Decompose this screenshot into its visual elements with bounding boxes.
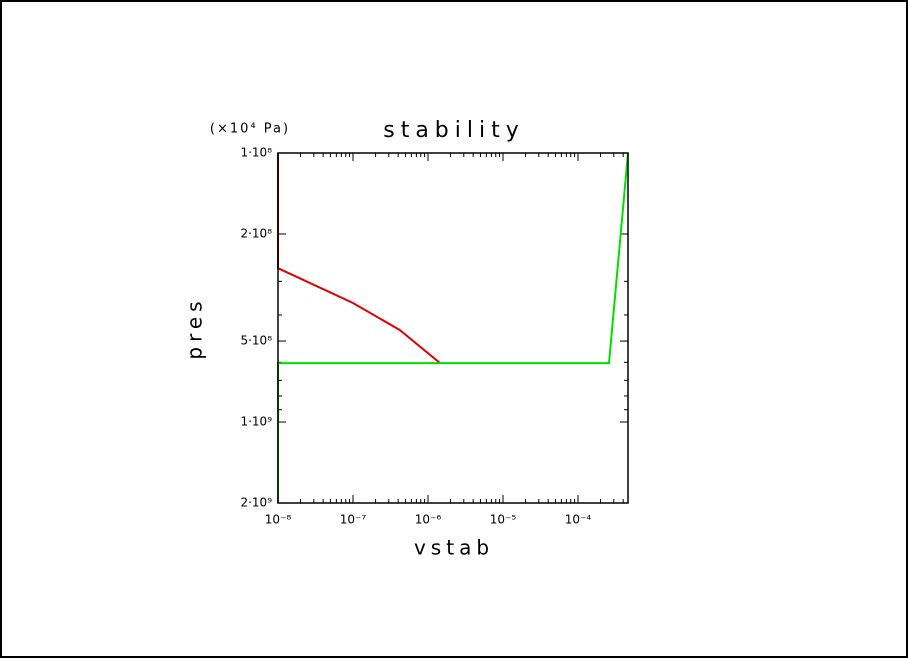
x-tick-label: 10⁻⁵ <box>490 513 517 527</box>
x-tick-label: 10⁻⁷ <box>340 513 367 527</box>
chart-title: stability <box>383 118 525 143</box>
x-tick-label: 10⁻⁶ <box>415 513 442 527</box>
y-tick-label: 5·10⁸ <box>240 334 272 348</box>
y-axis-label: pres <box>183 296 207 359</box>
x-tick-label: 10⁻⁴ <box>565 513 592 527</box>
y-tick-label: 2·10⁹ <box>240 496 272 510</box>
y-unit: (×10⁴ Pa) <box>210 122 290 137</box>
y-tick-label: 1·10⁸ <box>240 146 272 160</box>
y-tick-label: 1·10⁹ <box>240 415 272 429</box>
x-axis-label: vstab <box>414 536 494 560</box>
x-tick-label: 10⁻⁸ <box>265 513 292 527</box>
y-tick-label: 2·10⁸ <box>240 226 272 240</box>
plot-border <box>277 152 629 504</box>
